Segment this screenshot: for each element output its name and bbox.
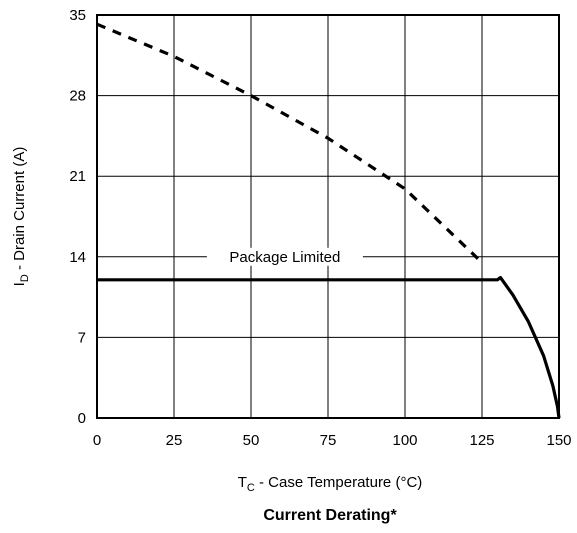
grid — [97, 15, 559, 418]
x-tick-label: 25 — [166, 432, 183, 449]
x-tick-label: 0 — [93, 432, 101, 449]
package-limited-annotation: Package Limited — [229, 249, 340, 266]
series-layer — [96, 22, 561, 419]
y-axis-label-subscript: D — [19, 274, 31, 282]
y-tick-label: 14 — [69, 249, 86, 266]
y-axis-label-rest: - Drain Current (A) — [11, 147, 28, 275]
y-axis-label: ID - Drain Current (A) — [11, 147, 31, 287]
y-tick-label: 21 — [69, 168, 86, 185]
y-tick-label: 7 — [78, 329, 86, 346]
y-tick-label: 0 — [78, 410, 86, 427]
x-axis-label-rest: - Case Temperature (°C) — [255, 474, 422, 491]
x-axis-label: TC - Case Temperature (°C) — [238, 474, 423, 494]
x-tick-label: 125 — [469, 432, 494, 449]
x-axis-label-main: T — [238, 474, 247, 491]
solid-package-limited-curve — [97, 275, 561, 419]
y-tick-label: 28 — [69, 88, 86, 105]
y-tick-label: 35 — [69, 7, 86, 24]
x-axis-label-subscript: C — [247, 482, 255, 494]
x-tick-label: 150 — [546, 432, 571, 449]
plot-frame — [96, 14, 560, 419]
y-axis-label-main: I — [11, 282, 28, 286]
dashed-derating-curve — [96, 22, 484, 264]
x-tick-label: 50 — [243, 432, 260, 449]
x-tick-label: 100 — [392, 432, 417, 449]
y-tick-labels: 0 7 14 21 28 35 — [69, 7, 86, 427]
x-tick-labels: 0 25 50 75 100 125 150 — [93, 432, 572, 449]
chart-title: Current Derating* — [263, 507, 397, 524]
x-tick-label: 75 — [320, 432, 337, 449]
annotation-background — [206, 247, 363, 266]
